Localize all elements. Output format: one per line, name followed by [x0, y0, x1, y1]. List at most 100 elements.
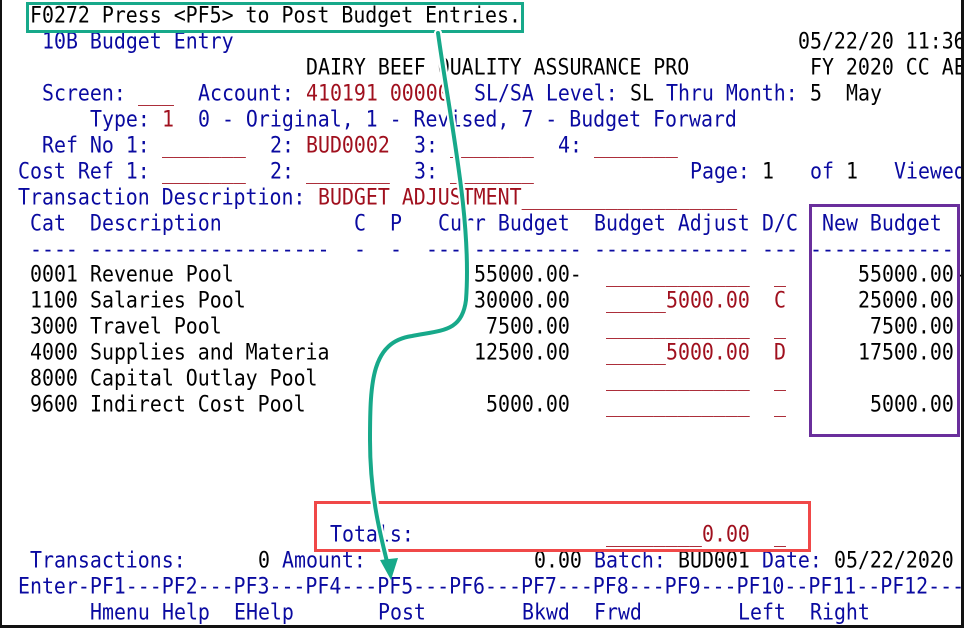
ref4-label: 4: — [558, 132, 582, 159]
thru-month-label: Thru Month: — [666, 80, 798, 107]
header-curr-budget: Curr Budget — [438, 210, 570, 237]
cell-new-budget: 55000.00- — [858, 261, 964, 288]
budget-adjust-pad[interactable]: _____ — [606, 287, 666, 314]
pf-frwd-button[interactable]: Frwd — [594, 599, 642, 626]
cost3-input[interactable]: _______ — [450, 158, 534, 185]
cost2-input[interactable]: _______ — [306, 158, 390, 185]
cell-curr-budget: 55000.00- — [474, 261, 582, 288]
ref3-input[interactable]: _______ — [450, 132, 534, 159]
budget-adjust-input[interactable]: 5000.00 — [666, 287, 750, 314]
divider: -------------------- — [90, 236, 330, 263]
batch-value: BUD001 — [678, 547, 750, 574]
cell-description: Revenue Pool — [90, 261, 234, 288]
cell-curr-budget: 7500.00 — [486, 313, 570, 340]
screen-title: 10B Budget Entry — [42, 28, 234, 55]
cell-curr-budget: 12500.00 — [474, 339, 570, 366]
budget-adjust-input[interactable]: ____________ — [606, 313, 750, 340]
type-help: 0 - Original, 1 - Revised, 7 - Budget Fo… — [198, 106, 737, 133]
pf-ehelp-button[interactable]: EHelp — [234, 599, 294, 626]
level-value: SL — [630, 80, 654, 107]
pf-post-button[interactable]: Post — [378, 599, 426, 626]
dc-input[interactable]: _ — [774, 261, 786, 288]
pf-left-button[interactable]: Left — [738, 599, 786, 626]
budget-adjust-input[interactable]: ____________ — [606, 261, 750, 288]
ref2-input[interactable]: BUD0002 — [306, 132, 390, 159]
dc-input[interactable]: D — [774, 339, 786, 366]
divider: --- — [762, 236, 798, 263]
transactions-label: Transactions: — [30, 547, 186, 574]
cost1-input[interactable]: _______ — [162, 158, 246, 185]
description-input[interactable]: BUDGET ADJUSTMENT__________________ — [318, 184, 738, 211]
cell-description: Supplies and Materia — [90, 339, 330, 366]
divider: - — [390, 236, 402, 263]
ref3-label: 3: — [414, 132, 438, 159]
viewed-label: Viewed — [894, 158, 964, 185]
totals-value: 0.00 — [702, 521, 750, 548]
pf-right-button[interactable]: Right — [810, 599, 870, 626]
dc-input[interactable]: _ — [774, 391, 786, 418]
datetime: 05/22/20 11:36 — [798, 28, 964, 55]
cell-new-budget: 5000.00 — [870, 391, 954, 418]
amount-value: 0.00 — [534, 547, 582, 574]
divider: ------------ — [810, 236, 954, 263]
thru-month-name: May — [846, 80, 882, 107]
page-total: 1 — [846, 158, 858, 185]
ref-label: Ref No 1: — [42, 132, 150, 159]
account-label: Account: — [198, 80, 294, 107]
ref2-label: 2: — [270, 132, 294, 159]
batch-label: Batch: — [594, 547, 666, 574]
dc-input[interactable]: _ — [774, 365, 786, 392]
message-line: F0272 Press <PF5> to Post Budget Entries… — [30, 2, 521, 29]
cost-ref-label: Cost Ref 1: — [18, 158, 150, 185]
screen-input[interactable]: ___ — [138, 80, 174, 107]
divider: ---- — [30, 236, 78, 263]
pf-hmenu-button[interactable]: Hmenu — [90, 599, 150, 626]
cell-cat: 3000 — [30, 313, 78, 340]
budget-adjust-pad[interactable]: _____ — [606, 339, 666, 366]
dc-input[interactable]: C — [774, 287, 786, 314]
type-input[interactable]: 1 — [162, 106, 174, 133]
fy-info: FY 2020 CC AE — [810, 54, 964, 81]
level-label: SL/SA Level: — [474, 80, 618, 107]
pf-key-line: Enter-PF1---PF2---PF3---PF4---PF5---PF6-… — [18, 573, 964, 600]
budget-adjust-input[interactable]: 5000.00 — [666, 339, 750, 366]
ref4-input[interactable]: _______ — [594, 132, 678, 159]
transactions-count: 0 — [258, 547, 270, 574]
cell-description: Salaries Pool — [90, 287, 246, 314]
date-value: 05/22/2020 — [834, 547, 954, 574]
cell-description: Capital Outlay Pool — [90, 365, 318, 392]
totals-label: Totals: — [330, 521, 414, 548]
cell-cat: 9600 — [30, 391, 78, 418]
account-input[interactable]: 410191 00000 — [306, 80, 450, 107]
dc-input[interactable]: _ — [774, 313, 786, 340]
divider: ------------- — [594, 236, 750, 263]
screen-label: Screen: — [42, 80, 126, 107]
page-num: 1 — [762, 158, 774, 185]
divider: - — [354, 236, 366, 263]
budget-adjust-input[interactable]: ____________ — [606, 365, 750, 392]
cell-cat: 1100 — [30, 287, 78, 314]
ref1-input[interactable]: _______ — [162, 132, 246, 159]
amount-label: Amount: — [282, 547, 366, 574]
totals-pad: ________ — [606, 521, 702, 548]
description-label: Transaction Description: — [18, 184, 306, 211]
cell-cat: 8000 — [30, 365, 78, 392]
totals-dc: _ — [774, 521, 786, 548]
cell-cat: 0001 — [30, 261, 78, 288]
cell-curr-budget: 30000.00 — [474, 287, 570, 314]
header-dc: D/C — [762, 210, 798, 237]
header-c: C — [354, 210, 366, 237]
budget-adjust-input[interactable]: ____________ — [606, 391, 750, 418]
pf-bkwd-button[interactable]: Bkwd — [522, 599, 570, 626]
header-cat: Cat — [30, 210, 66, 237]
thru-month-num: 5 — [810, 80, 822, 107]
cell-curr-budget: 5000.00 — [486, 391, 570, 418]
type-label: Type: — [90, 106, 150, 133]
header-new-budget: New Budget — [822, 210, 942, 237]
cell-new-budget: 17500.00 — [858, 339, 954, 366]
cell-description: Travel Pool — [90, 313, 222, 340]
header-description: Description — [90, 210, 222, 237]
page-label: Page: — [690, 158, 750, 185]
pf-help-button[interactable]: Help — [162, 599, 210, 626]
